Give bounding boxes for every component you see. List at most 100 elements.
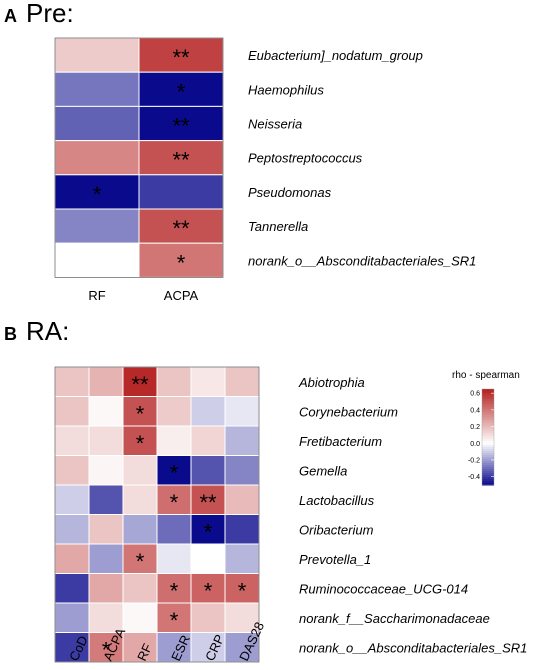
row-label: norank_f__Saccharimonadaceae: [299, 611, 490, 626]
heatmap-cell: [54, 455, 90, 486]
heatmap-cell: [54, 602, 90, 633]
heatmap-cell: [190, 455, 226, 486]
legend-gradient-step: [482, 471, 494, 474]
significance-marker: **: [172, 114, 190, 139]
legend-tick-label: 0.6: [470, 391, 480, 398]
heatmap-cell: [224, 366, 260, 397]
heatmap-cell: [88, 632, 124, 663]
significance-marker: *: [204, 578, 213, 603]
legend-tick-label: 0.2: [470, 424, 480, 431]
legend-gradient-step: [482, 455, 494, 458]
significance-marker: *: [204, 519, 213, 544]
legend-tick-label: -0.4: [468, 474, 480, 481]
legend-gradient-step: [482, 481, 494, 484]
legend-gradient-step: [482, 447, 494, 450]
legend-gradient-step: [482, 433, 494, 436]
panel-b-title: RA:: [26, 316, 69, 346]
heatmap-cell: [156, 632, 192, 663]
legend-gradient-step: [482, 389, 494, 392]
row-label: Neisseria: [248, 117, 302, 132]
heatmap-cell: [88, 573, 124, 604]
significance-marker: *: [170, 608, 179, 633]
heatmap-cell: [224, 543, 260, 574]
row-label: norank_o__Absconditabacteriales_SR1: [299, 640, 527, 655]
heatmap-cell: [54, 366, 90, 397]
legend-gradient-step: [482, 479, 494, 482]
color-legend: rho - spearman 0.6 0.4 0.2 0.0 -0.2 -0.4: [452, 370, 520, 486]
heatmap-cell: [224, 425, 260, 456]
row-label: Fretibacterium: [299, 434, 382, 449]
heatmap-cell: [224, 514, 260, 545]
legend-gradient-step: [482, 439, 494, 442]
significance-marker: *: [136, 401, 145, 426]
row-label: Eubacterium]_nodatum_group: [248, 48, 423, 63]
row-label: Tannerella: [248, 219, 308, 234]
heatmap-cell: [224, 455, 260, 486]
heatmap-cell: [88, 366, 124, 397]
heatmap-cell: [190, 602, 226, 633]
heatmap-cell: [138, 174, 224, 210]
heatmap-cell: [138, 105, 224, 142]
legend-gradient-step: [482, 415, 494, 418]
row-label: Pseudomonas: [248, 185, 332, 200]
legend-gradient-step: [482, 445, 494, 448]
panel-a-letter: A: [4, 6, 17, 26]
heatmap-cell: [122, 396, 158, 427]
heatmap-cell: [122, 514, 158, 545]
legend-gradient-step: [482, 421, 494, 424]
legend-gradient-step: [482, 483, 494, 486]
legend-gradient-step: [482, 417, 494, 420]
legend-gradient-step: [482, 405, 494, 408]
legend-gradient-step: [482, 411, 494, 414]
significance-marker: **: [131, 372, 149, 397]
heatmap-cell: [88, 484, 124, 515]
legend-tick-label: -0.2: [468, 457, 480, 464]
heatmap-cell: [156, 543, 192, 574]
legend-gradient-step: [482, 441, 494, 444]
significance-marker: *: [177, 250, 186, 275]
column-label: RF: [134, 641, 155, 663]
legend-gradient-step: [482, 477, 494, 480]
significance-marker: **: [172, 45, 190, 70]
legend-gradient-step: [482, 401, 494, 404]
legend-gradient-step: [482, 453, 494, 456]
heatmap-cell: [122, 366, 158, 397]
heatmap-cell: [88, 425, 124, 456]
heatmap-frame: [54, 37, 224, 278]
legend-gradient-step: [482, 399, 494, 402]
heatmap-cell: [54, 71, 140, 107]
panel-b-heatmap: ****** ***** * ***AbiotrophiaCorynebacteriu…: [54, 366, 527, 663]
significance-marker: **: [172, 148, 190, 173]
row-label: Lactobacillus: [299, 493, 375, 508]
panel-b-letter: B: [4, 324, 17, 344]
significance-marker: *: [136, 431, 145, 456]
column-label: ACPA: [164, 288, 199, 303]
legend-gradient-step: [482, 403, 494, 406]
significance-marker: **: [172, 216, 190, 241]
column-label: RF: [88, 288, 105, 303]
legend-gradient-step: [482, 475, 494, 478]
heatmap-cell: [224, 484, 260, 515]
significance-marker: *: [136, 549, 145, 574]
legend-gradient-step: [482, 437, 494, 440]
legend-gradient-step: [482, 391, 494, 394]
legend-gradient-step: [482, 427, 494, 430]
significance-marker: **: [199, 490, 217, 515]
heatmap-cell: [190, 543, 226, 574]
legend-gradient-step: [482, 473, 494, 476]
heatmap-cell: [54, 242, 140, 278]
heatmap-cell: [190, 396, 226, 427]
heatmap-cell: [88, 543, 124, 574]
heatmap-cell: [138, 71, 224, 107]
legend-gradient-step: [482, 425, 494, 428]
significance-marker: *: [102, 637, 111, 662]
heatmap-cell: [156, 396, 192, 427]
significance-marker: *: [170, 578, 179, 603]
heatmap-cell: [54, 105, 140, 142]
heatmap-cell: [122, 484, 158, 515]
legend-gradient-step: [482, 469, 494, 472]
row-label: Corynebacterium: [299, 404, 398, 419]
panel-a-title: Pre:: [26, 0, 74, 28]
heatmap-cell: [122, 602, 158, 633]
